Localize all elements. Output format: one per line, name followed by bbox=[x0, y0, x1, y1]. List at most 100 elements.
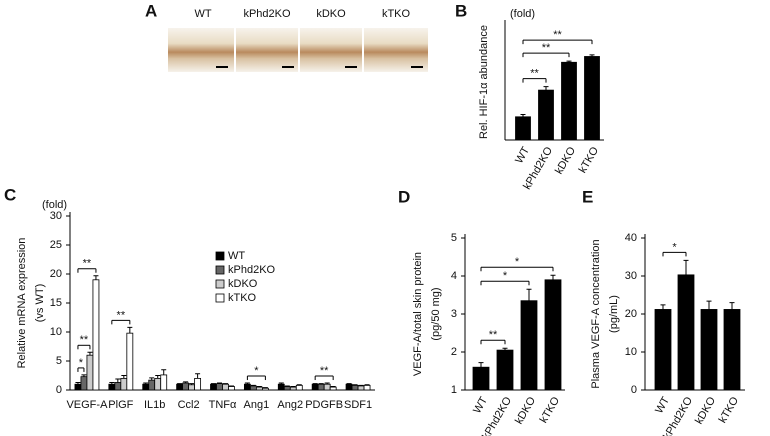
legend-label: kPhd2KO bbox=[228, 264, 276, 276]
panel-letter: E bbox=[582, 187, 593, 206]
error-bar bbox=[290, 386, 296, 388]
bar bbox=[472, 366, 490, 391]
error-bar bbox=[543, 86, 549, 91]
legend-swatch bbox=[215, 251, 225, 261]
error-bar bbox=[115, 378, 121, 383]
x-tick-label: kTKO bbox=[538, 395, 563, 426]
bar bbox=[496, 349, 514, 391]
error-bar bbox=[660, 304, 666, 310]
error-bar bbox=[296, 384, 302, 386]
bar bbox=[255, 386, 263, 391]
y-tick-label: 1 bbox=[451, 384, 457, 396]
error-bar bbox=[358, 384, 364, 386]
error-bar bbox=[244, 382, 250, 385]
significance-label: * bbox=[515, 256, 520, 268]
error-bar bbox=[189, 383, 195, 385]
error-bar bbox=[121, 375, 127, 379]
bar bbox=[351, 384, 359, 391]
error-bar bbox=[75, 381, 81, 385]
bar bbox=[561, 61, 577, 141]
bar bbox=[154, 377, 162, 391]
x-tick-label: WT bbox=[513, 145, 532, 166]
bar bbox=[182, 382, 190, 391]
error-bar bbox=[149, 377, 155, 381]
y-tick-label: 5 bbox=[451, 232, 457, 244]
error-bar bbox=[478, 362, 484, 368]
y-tick-label: 2 bbox=[451, 346, 457, 358]
image-caption: kPhd2KO bbox=[243, 8, 291, 20]
bar bbox=[277, 383, 285, 391]
y-tick-label: 20 bbox=[50, 268, 62, 280]
x-tick-label: PlGF bbox=[108, 399, 133, 411]
error-bar bbox=[161, 369, 167, 375]
x-tick-label: kTKO bbox=[577, 145, 602, 176]
bar bbox=[126, 332, 134, 391]
bar bbox=[114, 382, 122, 391]
bar bbox=[345, 383, 353, 391]
bar bbox=[677, 274, 695, 391]
bar bbox=[363, 384, 371, 391]
y-tick-label: 30 bbox=[625, 270, 637, 282]
significance-label: ** bbox=[553, 29, 562, 41]
error-bar bbox=[706, 300, 712, 310]
y-axis-label: (pg/mL) bbox=[608, 295, 620, 333]
x-tick-label: kDKO bbox=[553, 145, 578, 177]
bar bbox=[289, 386, 297, 391]
error-bar bbox=[324, 382, 330, 385]
error-bar bbox=[223, 383, 228, 385]
error-bar bbox=[262, 387, 268, 389]
bar bbox=[92, 279, 100, 391]
significance-label: * bbox=[503, 270, 508, 282]
significance-label: ** bbox=[117, 309, 126, 321]
x-tick-label: PDGFB bbox=[305, 399, 343, 411]
error-bar bbox=[81, 374, 87, 377]
histology-image bbox=[300, 28, 362, 72]
error-bar bbox=[566, 60, 572, 63]
panel-letter: D bbox=[398, 187, 410, 206]
bar bbox=[210, 383, 217, 391]
significance-label: ** bbox=[489, 329, 498, 341]
bar bbox=[515, 116, 531, 141]
legend-label: kTKO bbox=[228, 292, 257, 304]
x-tick-label: kDKO bbox=[513, 395, 538, 427]
error-bar bbox=[217, 382, 222, 384]
error-bar bbox=[589, 54, 595, 57]
error-bar bbox=[109, 381, 115, 385]
significance-label: ** bbox=[83, 258, 92, 270]
bar bbox=[120, 377, 128, 391]
error-bar bbox=[183, 381, 189, 384]
y-tick-label: 25 bbox=[50, 239, 62, 251]
error-bar bbox=[250, 384, 256, 386]
significance-label: ** bbox=[542, 42, 551, 54]
y-tick-label: 3 bbox=[451, 308, 457, 320]
legend-swatch bbox=[215, 279, 225, 289]
y-tick-label: 0 bbox=[631, 384, 637, 396]
significance-label: ** bbox=[80, 334, 89, 346]
error-bar bbox=[520, 113, 526, 117]
bar bbox=[295, 384, 303, 391]
error-bar bbox=[526, 288, 532, 301]
bar bbox=[74, 383, 82, 391]
image-caption: WT bbox=[194, 8, 211, 20]
bar bbox=[194, 377, 202, 391]
bar bbox=[723, 309, 741, 391]
bar bbox=[216, 383, 223, 391]
bar bbox=[654, 309, 672, 391]
x-tick-label: VEGF-A bbox=[66, 399, 108, 411]
significance-label: ** bbox=[530, 68, 539, 80]
legend-swatch bbox=[215, 265, 225, 275]
error-bar bbox=[87, 351, 93, 356]
y-tick-label: 40 bbox=[625, 232, 637, 244]
legend-label: kDKO bbox=[228, 278, 258, 290]
y-tick-label: 30 bbox=[50, 210, 62, 222]
x-tick-label: WT bbox=[471, 395, 490, 416]
error-bar bbox=[683, 259, 689, 275]
x-tick-label: WT bbox=[653, 395, 672, 416]
error-bar bbox=[143, 382, 149, 385]
x-tick-label: kTKO bbox=[717, 395, 742, 426]
y-axis-label: Plasma VEGF-A concentration bbox=[590, 239, 602, 388]
significance-label: * bbox=[254, 365, 259, 377]
bar bbox=[86, 354, 94, 391]
error-bar bbox=[729, 302, 735, 310]
x-tick-label: IL1b bbox=[144, 399, 165, 411]
